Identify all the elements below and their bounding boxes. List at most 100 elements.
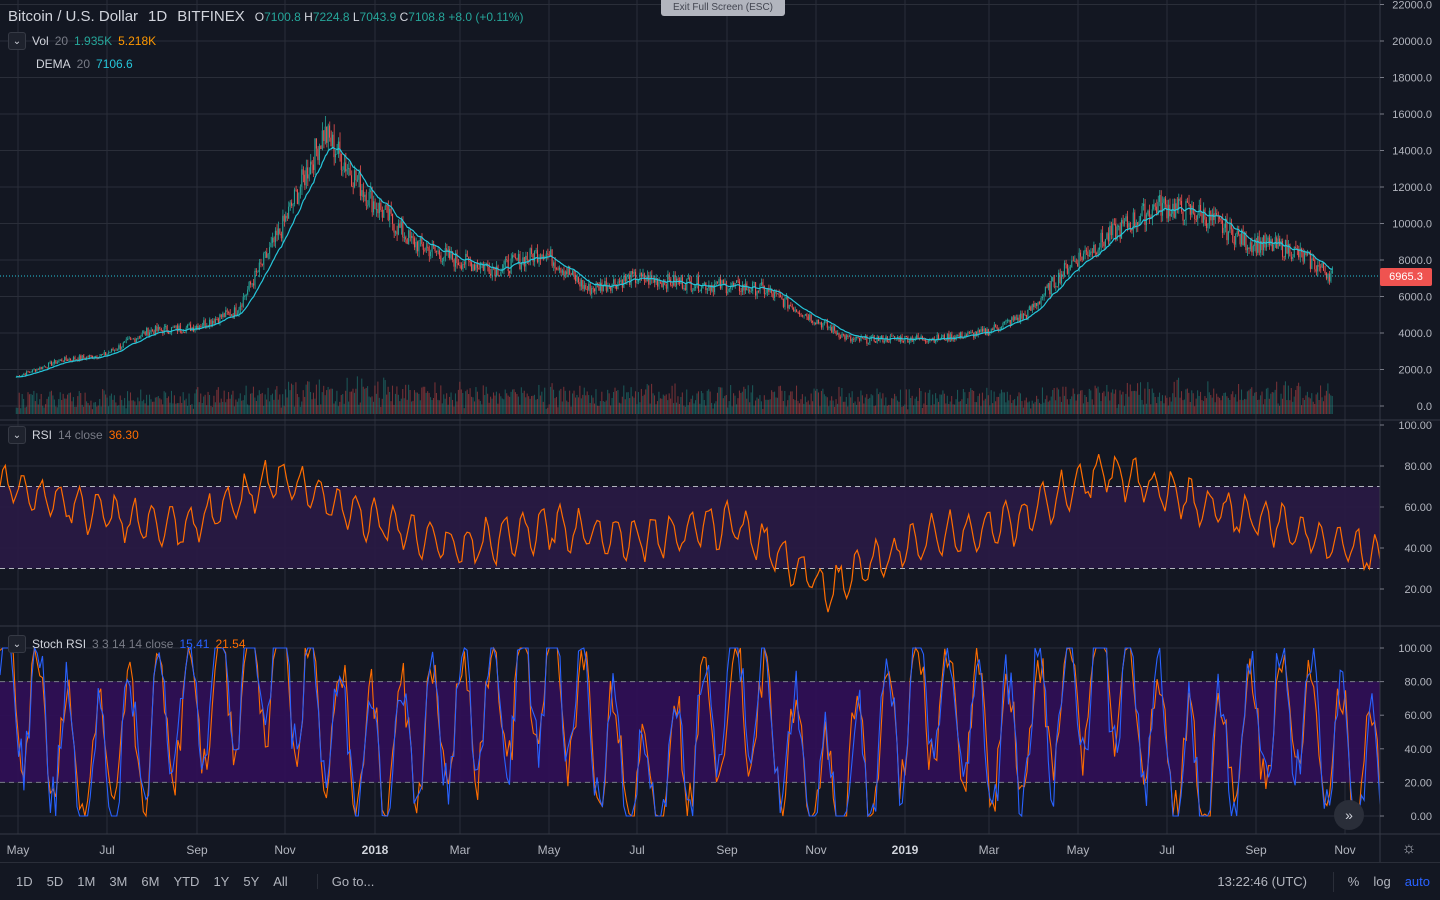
range-button[interactable]: 1Y <box>213 874 230 889</box>
pane-separators[interactable] <box>0 0 1440 862</box>
range-button[interactable]: All <box>273 874 288 889</box>
volume-bar <box>375 393 377 414</box>
volume-bar <box>115 402 117 414</box>
gear-icon[interactable]: ☼ <box>1401 840 1417 857</box>
candle-body <box>649 275 651 285</box>
chevron-down-icon[interactable]: ⌄ <box>8 32 26 50</box>
candle-body <box>327 125 329 143</box>
goto-button[interactable]: Go to... <box>316 874 374 889</box>
volume-bar <box>886 405 888 414</box>
volume-bar <box>632 396 634 414</box>
candle-body <box>879 337 881 341</box>
candle-body <box>771 289 772 294</box>
chevron-down-icon[interactable]: ⌄ <box>8 426 26 444</box>
candle-body <box>1198 204 1200 216</box>
candle-body <box>207 325 209 327</box>
volume-bar <box>1018 392 1020 414</box>
volume-bar <box>1261 391 1263 414</box>
volume-bar <box>125 408 127 414</box>
range-button[interactable]: 5Y <box>243 874 260 889</box>
candle-body <box>372 201 374 213</box>
volume-bar <box>673 403 675 414</box>
vol-legend[interactable]: ⌄ Vol 20 1.935K 5.218K <box>8 32 156 50</box>
candle-body <box>813 322 815 324</box>
candle-body <box>229 312 231 316</box>
volume-bar <box>547 407 549 414</box>
volume-bar <box>178 403 180 414</box>
candle-body <box>504 258 506 265</box>
log-scale-button[interactable]: log <box>1373 874 1391 889</box>
volume-bar <box>1243 398 1245 414</box>
volume-bar <box>50 390 52 414</box>
time-label: May <box>7 843 30 857</box>
candle-body <box>471 262 472 272</box>
volume-bar <box>1015 405 1017 414</box>
range-button[interactable]: 6M <box>141 874 160 889</box>
candle-body <box>1091 251 1093 253</box>
candle-body <box>113 349 115 351</box>
price-axis[interactable]: 22000.020000.018000.016000.014000.012000… <box>1380 0 1432 413</box>
range-button[interactable]: 5D <box>46 874 64 889</box>
candle-body <box>153 331 155 335</box>
volume-bar <box>820 390 822 414</box>
high-value: 7224.8 <box>312 10 350 24</box>
volume-bar <box>317 405 319 414</box>
volume-bar <box>712 408 714 414</box>
range-button[interactable]: 1M <box>77 874 96 889</box>
candle-body <box>1093 244 1095 253</box>
volume-bar <box>21 393 23 414</box>
interval-label[interactable]: 1D <box>148 8 168 25</box>
candle-body <box>492 267 494 269</box>
exit-fullscreen-button[interactable]: Exit Full Screen (ESC) <box>661 0 785 16</box>
candle-body <box>907 337 909 343</box>
volume-bar <box>1141 399 1143 414</box>
stoch-legend[interactable]: ⌄ Stoch RSI 3 3 14 14 close 15.41 21.54 <box>8 635 246 653</box>
clock[interactable]: 13:22:46 (UTC) <box>1217 874 1307 889</box>
volume-bar <box>150 399 152 414</box>
scroll-to-realtime-icon[interactable]: » <box>1334 800 1364 830</box>
candle-body <box>495 266 497 277</box>
candle-body <box>228 311 229 313</box>
volume-bar <box>552 389 555 414</box>
candle-body <box>847 335 849 337</box>
volume-bar <box>135 405 137 414</box>
volume-bar <box>122 405 124 414</box>
candle-body <box>159 326 161 330</box>
rsi-legend[interactable]: ⌄ RSI 14 close 36.30 <box>8 426 139 444</box>
volume-bar <box>621 396 623 414</box>
volume-bar <box>431 400 433 414</box>
volume-bar <box>409 389 411 414</box>
candle-body <box>768 288 770 292</box>
range-button[interactable]: YTD <box>173 874 200 889</box>
candle-body <box>891 335 893 337</box>
volume-bar <box>1298 382 1300 414</box>
candle-body <box>273 237 275 243</box>
volume-bar <box>1321 397 1323 414</box>
volume-bar <box>844 401 846 414</box>
volume-bar <box>247 404 249 414</box>
candle-body <box>1258 236 1260 253</box>
time-label: Jul <box>629 843 644 857</box>
candle-body <box>1271 239 1273 251</box>
volume-bar <box>1123 405 1125 414</box>
volume-bar <box>31 394 33 414</box>
candle-body <box>735 280 737 284</box>
volume-bar <box>402 388 404 414</box>
dema-legend[interactable]: DEMA 20 7106.6 <box>36 57 133 71</box>
candle-body <box>1226 218 1228 241</box>
chevron-down-icon[interactable]: ⌄ <box>8 635 26 653</box>
range-button[interactable]: 1D <box>16 874 33 889</box>
candle-body <box>926 341 928 343</box>
auto-scale-button[interactable]: auto <box>1404 874 1430 889</box>
range-button[interactable]: 3M <box>109 874 128 889</box>
dema-name: DEMA <box>36 57 71 71</box>
volume-bar <box>861 395 863 414</box>
chart-canvas[interactable]: 22000.020000.018000.016000.014000.012000… <box>0 0 1440 862</box>
candle-body <box>271 237 273 243</box>
axis-label: 0.00 <box>1411 811 1432 823</box>
candle-body <box>1274 237 1276 245</box>
percent-scale-button[interactable]: % <box>1347 874 1360 889</box>
time-axis[interactable]: May Jul Sep Nov 2018 Mar May Jul Sep Nov 2019 Mar Ma… <box>7 843 1356 857</box>
